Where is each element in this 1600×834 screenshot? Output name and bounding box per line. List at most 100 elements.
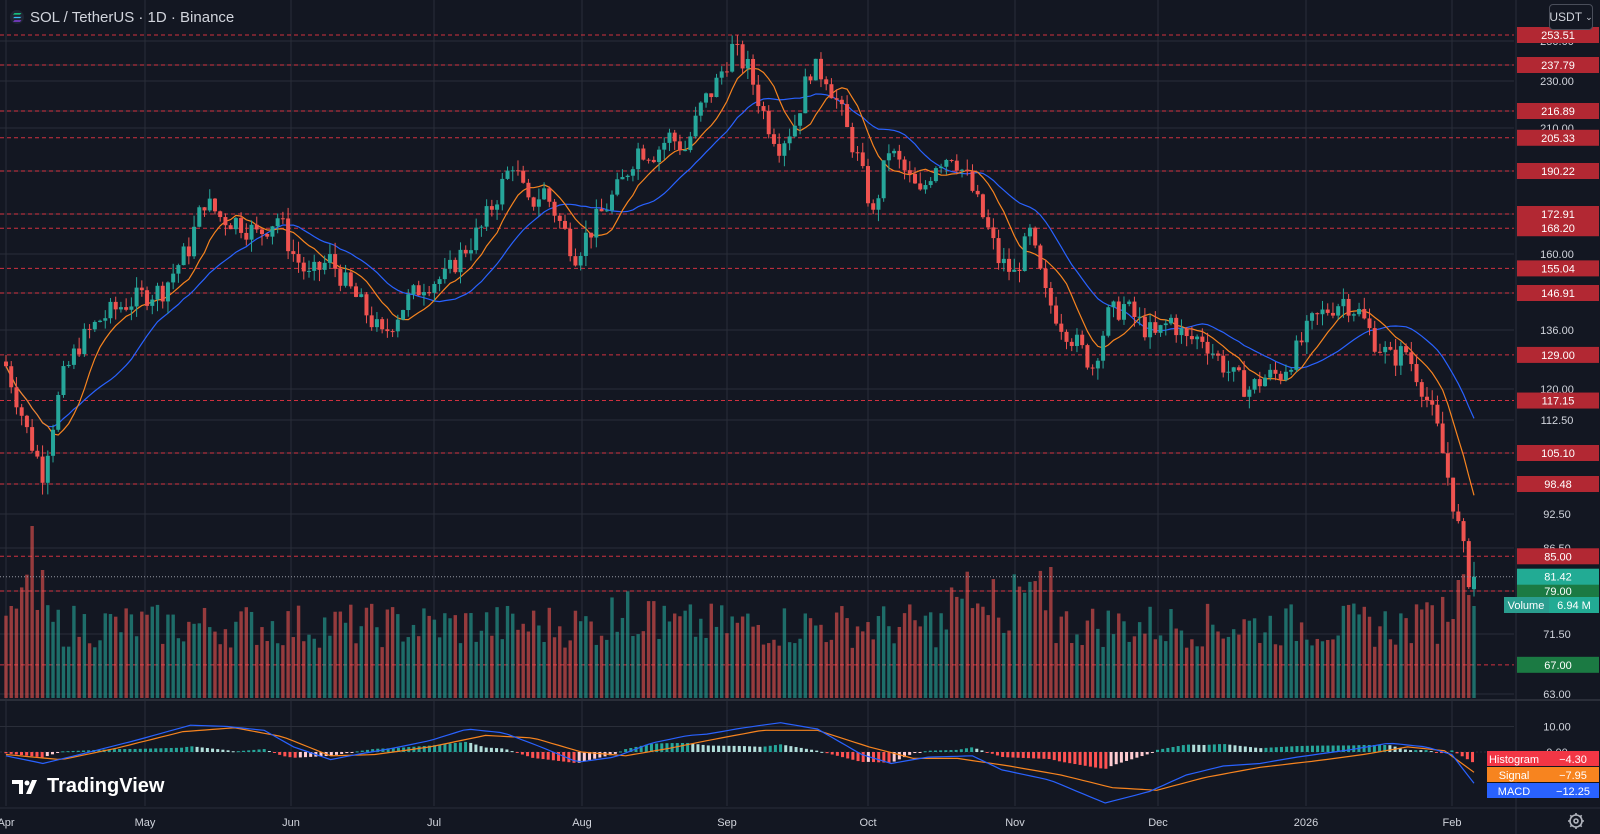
volume-bar [40,570,45,698]
volume-bar [322,617,327,698]
volume-bar [584,616,588,698]
volume-bar [678,616,682,698]
macd-histogram-bar [1104,752,1108,769]
chart-title: SOL / TetherUS · 1D · Binance [10,7,234,27]
macd-histogram-bar [154,748,158,752]
macd-histogram-bar [273,752,277,753]
volume-bar [202,607,207,698]
candle-body [1163,323,1168,326]
macd-histogram-bar [345,752,349,754]
candle-body [1132,301,1137,318]
macd-tag-label: MACD [1498,786,1530,798]
volume-bar [819,624,823,698]
candle-body [1247,389,1252,397]
volume-bar [761,644,766,698]
macd-histogram-bar [458,742,462,752]
volume-bar [406,637,410,698]
macd-histogram-bar [1114,752,1118,765]
volume-bar [223,629,228,698]
volume-bar [1195,646,1199,698]
candle-body [933,168,938,182]
candle-body [427,292,432,294]
volume-bar [693,636,698,698]
macd-histogram-bar [143,748,147,752]
macd-histogram-bar [1450,750,1454,752]
candle-body [113,301,118,310]
macd-histogram-bar [851,752,855,760]
volume-bar [244,607,249,698]
volume-bar [1263,632,1267,698]
candle-body [19,407,24,416]
volume-bar [484,612,489,698]
volume-bar [1216,631,1220,698]
volume-bar [1127,641,1131,698]
solana-logo-icon [10,10,24,24]
volume-bar [1070,643,1074,698]
candle-body [1383,346,1388,353]
candle-body [71,348,76,365]
volume-bar [531,610,536,698]
volume-bar [547,607,552,698]
candle-body [333,254,338,269]
macd-histogram-bar [742,746,746,752]
macd-histogram-bar [1078,752,1082,765]
volume-bar [4,615,8,698]
volume-bar [1284,608,1288,698]
macd-histogram-bar [309,752,313,757]
volume-bar [422,608,426,698]
volume-bar [359,626,363,698]
candle-body [212,198,217,212]
volume-bar [66,646,71,698]
macd-histogram-bar [329,752,333,756]
macd-histogram-bar [118,749,122,752]
macd-histogram-bar [1021,752,1025,758]
candle-body [301,262,306,272]
macd-histogram-bar [200,747,204,752]
volume-bar [343,622,348,698]
macd-histogram-bar [76,750,80,752]
candle-body [1085,345,1090,368]
macd-histogram-bar [794,747,798,752]
volume-bar [1357,614,1361,698]
candle-body [223,217,228,226]
volume-bar [521,623,525,698]
volume-bar [939,613,943,698]
volume-bar [756,624,760,698]
price-level-tag [1517,583,1599,599]
volume-bar [683,610,687,698]
volume-bar [605,639,609,698]
candle-body [1304,320,1309,343]
volume-bar [505,605,510,698]
macd-histogram-bar [1362,744,1366,752]
candle-body [1278,373,1283,380]
volume-bar [1352,603,1356,698]
gear-icon[interactable] [1565,810,1587,832]
macd-histogram-bar [438,744,442,752]
macd-histogram-bar [1130,752,1134,760]
volume-bar [568,640,572,698]
candle-body [860,152,865,167]
macd-histogram-bar [789,746,793,752]
macd-histogram-bar [1192,744,1196,752]
candle-body [296,254,301,263]
candle-body [458,249,463,273]
macd-histogram-bar [1047,752,1051,759]
candle-body [792,125,797,137]
candle-body [615,179,620,195]
volume-bar [1404,618,1408,698]
volume-bar [1451,619,1455,698]
macd-histogram-bar [1166,747,1170,752]
volume-bar [1268,615,1272,698]
macd-histogram-bar [267,750,271,752]
candle-body [610,194,615,211]
macd-histogram-bar [758,746,762,752]
candle-body [604,210,609,212]
candle-body [118,307,123,310]
candle-body [1299,340,1304,343]
histogram-tag-value: −4.30 [1559,754,1587,766]
macd-histogram-bar [427,745,431,752]
macd-histogram-bar [50,752,54,755]
currency-select[interactable]: USDT ⌄ [1549,4,1593,30]
macd-histogram-bar [1383,744,1387,752]
